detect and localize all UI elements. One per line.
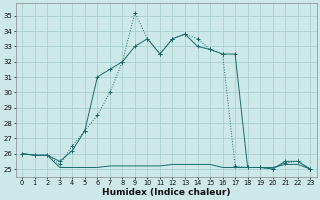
- X-axis label: Humidex (Indice chaleur): Humidex (Indice chaleur): [102, 188, 230, 197]
